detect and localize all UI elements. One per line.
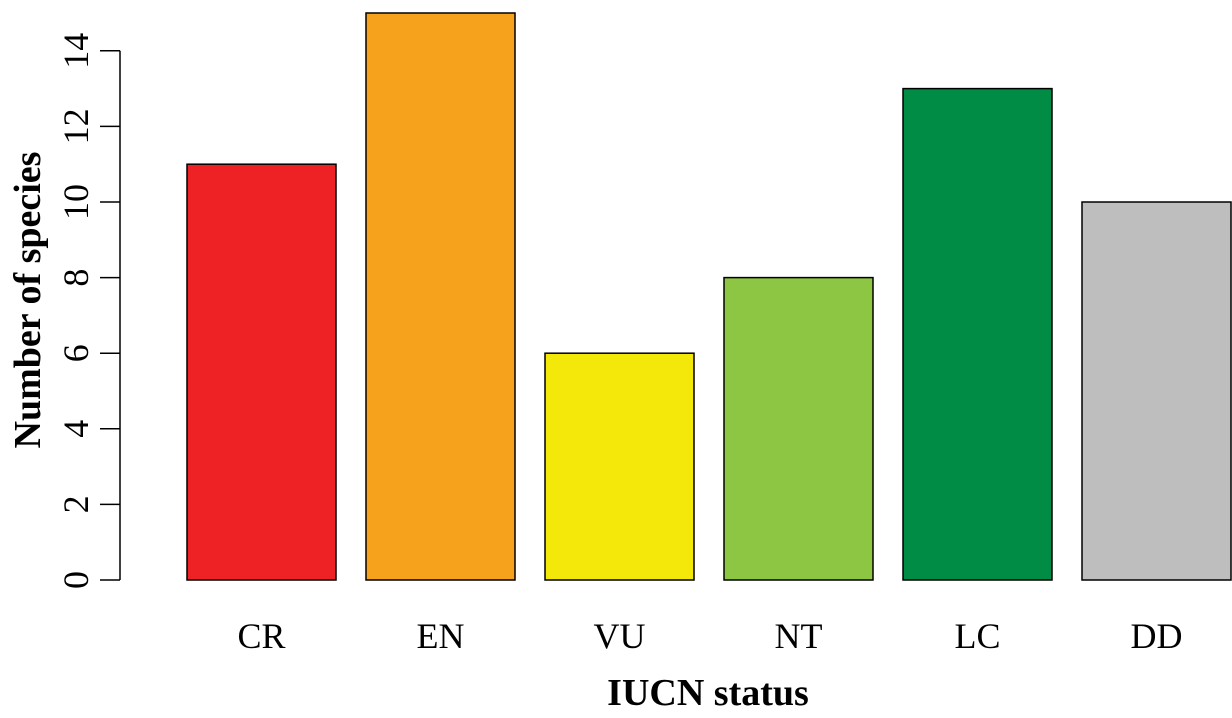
bar-lc [902,87,1053,581]
bar-en [365,12,516,581]
y-axis-title: Number of species [7,152,49,449]
bar-vu [544,352,695,581]
bar-dd [1081,201,1232,581]
y-axis: 0 2 4 6 8 10 12 14 [56,33,121,589]
x-tick-label-dd: DD [1131,616,1183,656]
bar-cr [186,163,337,581]
y-tick-label: 10 [56,184,96,220]
x-tick-label-vu: VU [594,616,646,656]
bars [186,12,1232,581]
y-tick-label: 0 [56,571,96,589]
x-tick-label-cr: CR [237,616,285,656]
y-tick-label: 12 [56,108,96,144]
x-tick-label-nt: NT [775,616,823,656]
x-axis-title: IUCN status [607,672,809,714]
y-tick-label: 6 [56,344,96,362]
x-axis-tick-labels: CR EN VU NT LC DD [237,616,1182,656]
bar-nt [723,276,874,581]
x-tick-label-en: EN [417,616,465,656]
y-tick-label: 14 [56,33,96,69]
x-tick-label-lc: LC [954,616,1000,656]
y-tick-label: 8 [56,269,96,287]
y-tick-label: 4 [56,420,96,438]
y-tick-label: 2 [56,495,96,513]
